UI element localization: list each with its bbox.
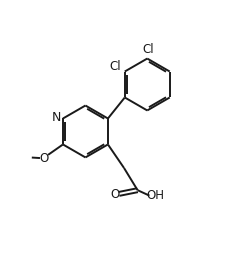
Text: OH: OH: [146, 189, 164, 202]
Text: Cl: Cl: [143, 43, 154, 56]
Text: N: N: [51, 111, 61, 124]
Text: O: O: [39, 151, 48, 165]
Text: O: O: [110, 188, 120, 201]
Text: Cl: Cl: [110, 60, 121, 73]
